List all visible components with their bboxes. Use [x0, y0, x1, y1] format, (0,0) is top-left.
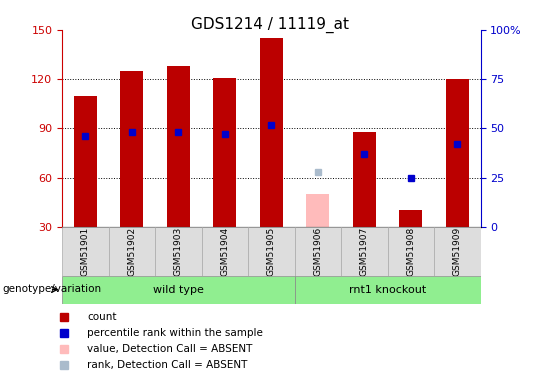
Text: GSM51904: GSM51904 [220, 226, 230, 276]
Text: GSM51908: GSM51908 [407, 226, 415, 276]
Bar [62, 276, 295, 304]
Bar [434, 227, 481, 276]
Bar [213, 78, 237, 227]
Bar [109, 227, 155, 276]
Text: value, Detection Call = ABSENT: value, Detection Call = ABSENT [87, 344, 253, 354]
Bar [248, 227, 295, 276]
Bar [74, 96, 97, 227]
Text: GSM51901: GSM51901 [81, 226, 90, 276]
Text: GSM51909: GSM51909 [453, 226, 462, 276]
Bar [62, 227, 109, 276]
Text: count: count [87, 312, 117, 322]
Bar [295, 227, 341, 276]
Bar [388, 227, 434, 276]
Bar [399, 210, 422, 227]
Bar [341, 227, 388, 276]
Text: rnt1 knockout: rnt1 knockout [349, 285, 426, 295]
Bar [306, 194, 329, 227]
Bar [167, 66, 190, 227]
Bar [201, 227, 248, 276]
Bar [155, 227, 201, 276]
Text: GSM51906: GSM51906 [313, 226, 322, 276]
Text: GSM51905: GSM51905 [267, 226, 276, 276]
Text: GSM51902: GSM51902 [127, 226, 136, 276]
Text: genotype/variation: genotype/variation [3, 285, 102, 294]
Text: GDS1214 / 11119_at: GDS1214 / 11119_at [191, 17, 349, 33]
Text: GSM51903: GSM51903 [174, 226, 183, 276]
Bar [353, 132, 376, 227]
Bar [260, 38, 283, 227]
Bar [120, 71, 144, 227]
Bar [446, 79, 469, 227]
Text: wild type: wild type [153, 285, 204, 295]
Bar [295, 276, 481, 304]
Text: GSM51907: GSM51907 [360, 226, 369, 276]
Text: percentile rank within the sample: percentile rank within the sample [87, 328, 263, 338]
Text: rank, Detection Call = ABSENT: rank, Detection Call = ABSENT [87, 360, 248, 370]
